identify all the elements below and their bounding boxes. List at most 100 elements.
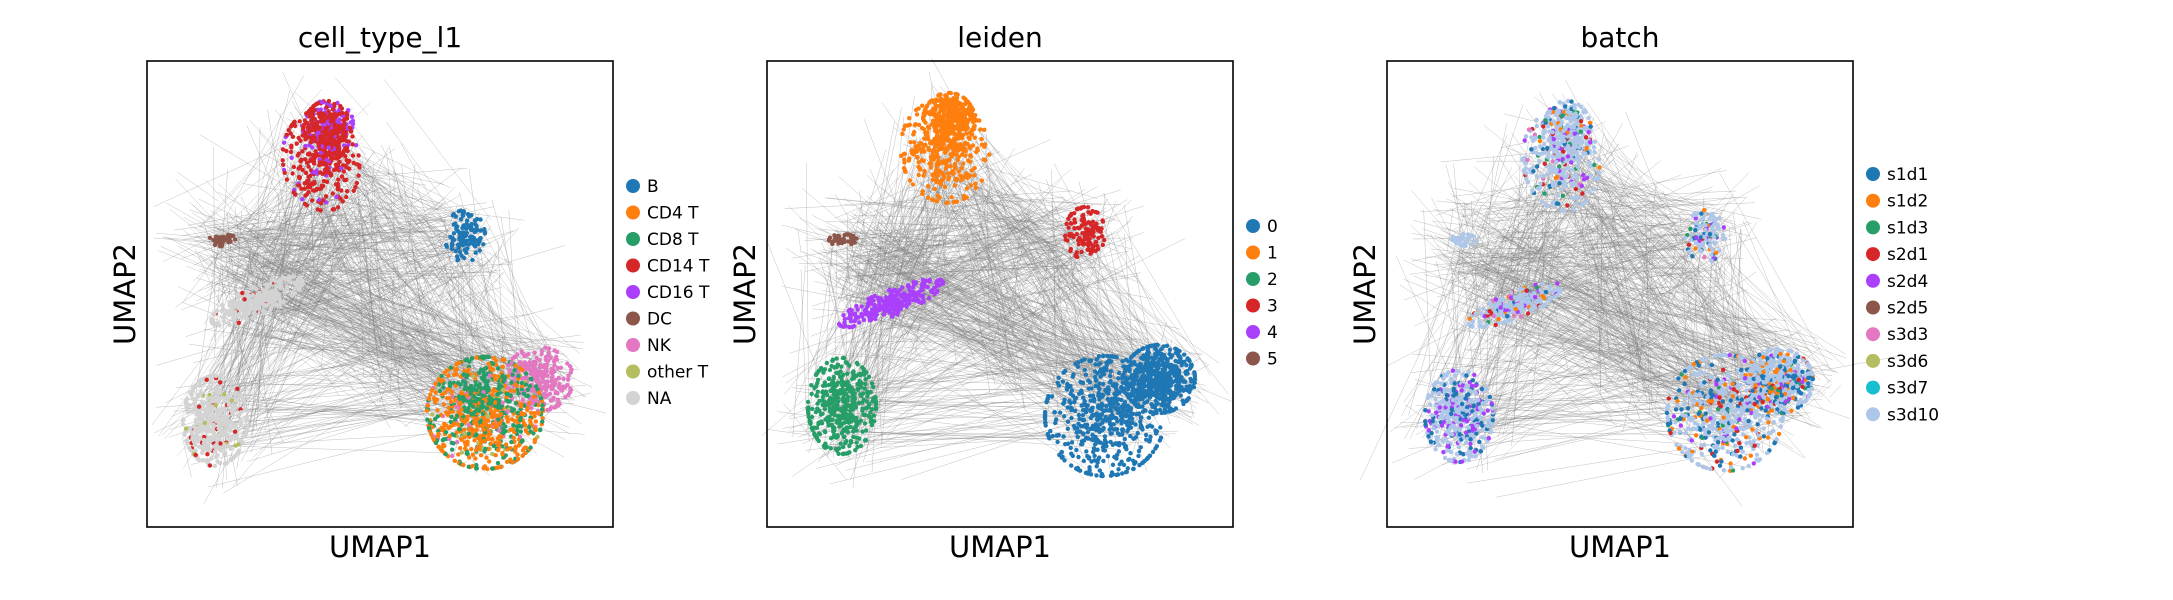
point bbox=[921, 147, 926, 153]
point bbox=[1146, 415, 1152, 420]
point bbox=[1072, 396, 1078, 402]
point bbox=[964, 131, 969, 136]
point bbox=[963, 116, 968, 122]
point bbox=[545, 379, 550, 384]
point bbox=[512, 418, 517, 424]
point bbox=[886, 303, 891, 308]
point bbox=[505, 419, 511, 424]
point bbox=[284, 177, 290, 182]
point bbox=[849, 242, 854, 247]
point bbox=[973, 181, 978, 186]
point bbox=[300, 197, 305, 202]
point bbox=[826, 422, 831, 427]
point bbox=[347, 125, 353, 130]
point bbox=[451, 422, 456, 427]
point bbox=[947, 106, 953, 112]
point bbox=[439, 373, 444, 379]
point bbox=[1136, 386, 1142, 391]
point bbox=[487, 373, 493, 378]
point bbox=[278, 278, 284, 284]
point bbox=[318, 137, 323, 142]
point bbox=[805, 399, 811, 405]
point bbox=[954, 152, 959, 157]
point bbox=[563, 395, 568, 400]
point bbox=[327, 132, 332, 137]
point bbox=[845, 371, 850, 376]
legend-marker bbox=[626, 232, 640, 246]
point bbox=[232, 429, 238, 434]
point bbox=[901, 291, 907, 296]
point bbox=[473, 244, 478, 249]
x-axis-label: UMAP1 bbox=[329, 530, 431, 564]
point bbox=[887, 287, 892, 292]
point bbox=[934, 180, 939, 185]
point bbox=[1112, 391, 1117, 396]
point bbox=[1063, 237, 1068, 242]
point bbox=[1105, 353, 1110, 359]
point bbox=[474, 462, 479, 468]
point bbox=[915, 154, 920, 160]
point bbox=[457, 396, 462, 401]
point bbox=[317, 197, 322, 203]
point bbox=[1085, 430, 1091, 435]
point bbox=[258, 300, 263, 305]
point bbox=[466, 367, 471, 372]
point bbox=[297, 183, 302, 188]
point bbox=[323, 150, 329, 156]
legend-marker bbox=[626, 179, 640, 193]
point bbox=[200, 450, 205, 456]
point bbox=[969, 105, 974, 110]
point bbox=[209, 438, 214, 443]
point bbox=[475, 416, 480, 421]
point bbox=[207, 463, 213, 468]
point bbox=[463, 358, 468, 363]
point bbox=[453, 221, 458, 226]
point bbox=[831, 374, 836, 380]
point bbox=[222, 399, 227, 404]
point bbox=[327, 152, 333, 157]
point bbox=[433, 381, 438, 386]
point bbox=[890, 314, 895, 319]
point bbox=[238, 410, 244, 415]
point bbox=[218, 441, 223, 446]
point bbox=[1057, 410, 1063, 415]
point bbox=[328, 112, 333, 117]
point bbox=[841, 396, 846, 401]
point bbox=[867, 300, 872, 305]
point bbox=[838, 369, 843, 374]
point bbox=[555, 365, 561, 371]
point bbox=[927, 277, 932, 283]
point bbox=[925, 183, 931, 189]
point bbox=[952, 115, 957, 120]
point bbox=[449, 389, 454, 394]
point bbox=[236, 306, 241, 311]
point bbox=[939, 97, 944, 102]
point bbox=[190, 436, 195, 441]
point bbox=[953, 91, 959, 97]
point bbox=[925, 103, 930, 108]
point bbox=[310, 188, 316, 193]
point bbox=[341, 130, 346, 135]
point bbox=[470, 404, 476, 409]
point bbox=[334, 166, 339, 171]
point bbox=[1097, 386, 1102, 392]
point bbox=[1090, 245, 1095, 251]
point bbox=[856, 372, 862, 377]
point bbox=[937, 92, 943, 97]
point bbox=[350, 142, 355, 147]
point bbox=[561, 376, 566, 381]
point bbox=[840, 387, 845, 392]
point bbox=[298, 159, 303, 164]
point bbox=[479, 423, 484, 428]
point bbox=[827, 367, 833, 373]
point bbox=[863, 428, 869, 433]
point bbox=[841, 236, 846, 242]
point bbox=[330, 107, 336, 112]
cluster-5 bbox=[826, 232, 859, 247]
cluster-2 bbox=[805, 355, 879, 457]
point bbox=[274, 290, 279, 295]
point bbox=[847, 443, 852, 449]
point bbox=[840, 451, 845, 457]
point bbox=[920, 189, 925, 194]
point bbox=[881, 312, 887, 317]
